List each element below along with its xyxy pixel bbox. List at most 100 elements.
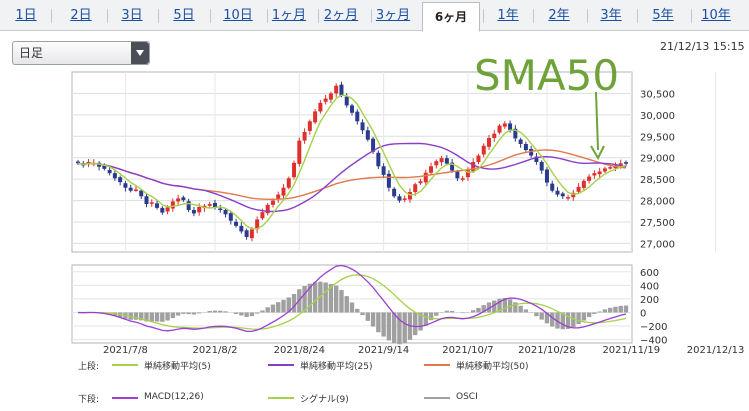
candle-body: [360, 122, 365, 131]
candle-body: [191, 210, 196, 214]
macd-tick-label: 400: [640, 281, 659, 292]
x-tick-label: 2021/8/2: [193, 345, 238, 356]
tab-separator: [371, 9, 372, 23]
candle-body: [392, 188, 397, 197]
candle-body: [455, 171, 460, 179]
osci-bar: [286, 297, 291, 313]
osci-bar: [323, 282, 328, 313]
osci-bar: [502, 297, 508, 313]
candle-body: [302, 132, 307, 141]
osci-bar: [244, 312, 249, 317]
osci-bar: [339, 290, 344, 313]
tab-1[interactable]: 1日: [15, 8, 37, 23]
price-tick-label: 29,000: [640, 154, 675, 165]
candle-body: [560, 193, 565, 197]
candle-body: [165, 207, 170, 212]
tab-6[interactable]: 1ヶ月: [271, 8, 307, 23]
osci-bar: [233, 312, 239, 314]
tab-7[interactable]: 2ヶ月: [323, 8, 359, 23]
candle-body: [592, 173, 597, 176]
legend-upper-item: 単純移動平均(50): [456, 362, 529, 372]
candle-body: [133, 189, 138, 191]
tab-separator: [158, 9, 159, 23]
tab-separator: [210, 9, 211, 23]
osci-bar: [607, 307, 613, 313]
candle-body: [107, 169, 112, 174]
candle-body: [228, 213, 233, 221]
osci-bar: [281, 299, 286, 313]
osci-bar: [423, 312, 428, 326]
candle-body: [529, 148, 534, 156]
annotation-arrow-shaft: [595, 91, 599, 151]
interval-select[interactable]: 日足: [12, 41, 150, 65]
tab-8[interactable]: 3ヶ月: [375, 8, 411, 23]
osci-bar: [539, 312, 544, 320]
candle-body: [566, 197, 571, 199]
candle-body: [76, 161, 80, 164]
osci-bar: [218, 310, 223, 313]
macd-tick-label: −200: [640, 322, 667, 333]
legend-lower-item: シグナル(9): [300, 395, 349, 405]
candle-body: [223, 210, 228, 215]
tab-9[interactable]: 6ヶ月: [422, 2, 480, 32]
candle-body: [460, 178, 465, 180]
candle-body: [576, 186, 581, 192]
tab-3[interactable]: 3日: [121, 8, 143, 23]
candle-body: [112, 173, 117, 179]
osci-bar: [497, 298, 502, 313]
price-tick-label: 29,500: [640, 132, 675, 143]
candle-body: [429, 166, 434, 173]
candle-body: [608, 167, 613, 169]
signal-line: [78, 274, 627, 330]
tab-4[interactable]: 5日: [173, 8, 195, 23]
candle-body: [539, 162, 544, 171]
osci-bar: [518, 305, 523, 313]
annotation-arrow-head: [590, 145, 605, 161]
candle-body: [160, 207, 165, 213]
tab-13[interactable]: 5年: [652, 8, 674, 23]
candle-body: [450, 162, 455, 171]
osci-bar: [623, 305, 629, 313]
sma50-annotation: SMA50: [474, 51, 619, 100]
osci-bar: [434, 312, 439, 316]
x-tick-label: 2021/10/7: [442, 345, 493, 356]
macd-line: [77, 264, 627, 333]
osci-bar: [365, 312, 371, 321]
candle-body: [286, 178, 291, 188]
tab-12[interactable]: 3年: [600, 8, 622, 23]
tab-separator: [318, 9, 319, 23]
macd-tick-label: 200: [640, 295, 659, 306]
osci-bar: [175, 312, 181, 316]
x-tick-label: 2021/11/19: [602, 345, 660, 356]
osci-bar: [133, 312, 139, 320]
osci-bar: [481, 305, 486, 313]
candle-body: [239, 225, 244, 232]
candle-body: [492, 133, 497, 138]
candle-body: [523, 144, 528, 150]
candle-body: [170, 201, 175, 209]
legend-upper-swatch: [424, 364, 450, 366]
candle-body: [307, 121, 312, 131]
candle-body: [471, 162, 476, 172]
candle-body: [213, 202, 217, 208]
candle-body: [423, 172, 428, 183]
candle-body: [497, 125, 502, 133]
candle-body: [439, 158, 444, 163]
timestamp: 21/12/13 15:15: [660, 40, 745, 53]
tab-separator: [483, 9, 484, 23]
legend-lower-swatch: [424, 397, 450, 399]
price-tick-label: 28,500: [640, 175, 675, 186]
tab-11[interactable]: 2年: [548, 8, 570, 23]
tab-2[interactable]: 2日: [70, 8, 92, 23]
chevron-down-icon[interactable]: [131, 42, 149, 64]
osci-bar: [312, 282, 318, 313]
tab-10[interactable]: 1年: [497, 8, 519, 23]
candle-body: [265, 204, 270, 214]
osci-bar: [154, 312, 160, 322]
candle-body: [481, 145, 486, 155]
x-tick-label: 2021/12/13: [687, 345, 745, 356]
candle-body: [149, 202, 154, 204]
candle-body: [249, 229, 254, 239]
tab-14[interactable]: 10年: [701, 8, 731, 23]
tab-5[interactable]: 10日: [223, 8, 253, 23]
